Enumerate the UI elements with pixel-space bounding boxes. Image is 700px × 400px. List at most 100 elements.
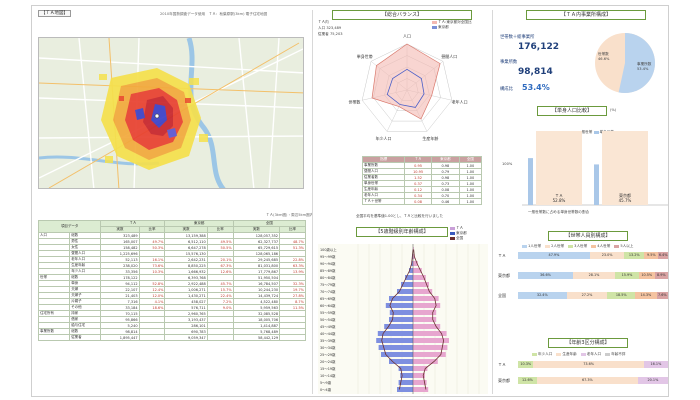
pyramid-bar-male <box>377 331 413 336</box>
bar-segment: 16.1% <box>643 361 668 368</box>
pie-slice-label: 世帯数 <box>598 52 609 56</box>
pyramid-age-label: 90〜94歳 <box>320 261 336 266</box>
legend-label: 3人世帯 <box>574 244 588 248</box>
legend-swatch <box>556 352 562 356</box>
radar-series-tokyo <box>386 68 425 108</box>
pyramid-age-label: 50〜54歳 <box>320 317 336 322</box>
bar-segment: 27.2% <box>566 292 608 299</box>
bar-segment: 47.9% <box>518 252 590 259</box>
table-cell-value: 9,059,347 <box>164 334 208 341</box>
single-bar-total <box>602 131 648 205</box>
pyramid-bar-female <box>413 254 415 259</box>
table-row: 事業所数 総数 98,814 690,783 5,768,489 <box>38 328 306 335</box>
pyramid-bar-female <box>413 352 446 357</box>
legend-label: 2人世帯 <box>551 244 565 248</box>
map-canvas <box>39 38 303 188</box>
pyramid-age-label: 80〜84歳 <box>320 275 336 280</box>
pyramid-bar-male <box>397 387 413 392</box>
balance-legend-note: ＴＡ:東京都対全国比 <box>438 20 472 24</box>
bar-segment: 10.5% <box>638 272 655 279</box>
pyramid-bar-male <box>401 282 413 287</box>
pyramid-bar-male <box>398 366 413 371</box>
bar-segment: 9.5% <box>644 252 659 259</box>
bar-segment: 36.6% <box>518 272 573 279</box>
households-label: 世帯数＋総事業所 <box>500 35 535 40</box>
biz-count-value: 98,814 <box>518 67 553 77</box>
balance-table: 指標 ＴＡ 東京都 全国 事業所数 0.95 0.98 1.00 昼間人口 10.95 0.79 1.… <box>361 156 483 205</box>
pyramid-age-label: 35〜39歳 <box>320 338 336 343</box>
balance-panel-title: 【総合バランス】 <box>332 10 472 20</box>
pyramid-bar-male <box>378 345 413 350</box>
radar-axis-label: 老年人口 <box>452 99 468 105</box>
pyramid-age-label: 45〜49歳 <box>320 324 336 329</box>
radar-axis-label: 人口 <box>403 34 411 39</box>
legend-swatch <box>593 130 599 134</box>
pyramid-legend-tokyo: 東京都 <box>456 231 467 235</box>
balance-table-cell: ＴＡ＋世帯 <box>361 198 406 205</box>
pyramid-bar-female <box>413 261 418 266</box>
age-pyramid-chart: 100歳以上 95〜99歳 90〜94歳 85〜89歳 80〜84歳 75〜79歳 70〜7… <box>318 244 488 394</box>
pyramid-age-label: 5〜9歳 <box>320 380 332 385</box>
pyramid-bar-female <box>413 247 414 252</box>
bar-row-label: 東京都 <box>498 378 510 383</box>
balance-pop-value: 323,489 <box>326 26 342 30</box>
data-table: 項目データ ＴＡ 東京都 全国 実数 比率 実数 比率 実数 比率 人口 総数 32… <box>38 220 306 341</box>
pyramid-age-label: 20〜24歳 <box>320 359 336 364</box>
map-panel-title: 【ＴＡ地図】 <box>38 10 71 17</box>
legend-label: 1人世帯 <box>528 244 542 248</box>
single-bar-value <box>528 158 533 205</box>
bar-row-label: 東京都 <box>498 273 510 278</box>
pyramid-age-label: 15〜19歳 <box>320 366 336 371</box>
legend-swatch <box>450 231 455 235</box>
bar-segment: 67.3% <box>536 377 638 384</box>
table-row: その他 33,184 18.6% 576,711 9.0% 5,959,563 11.5% <box>38 304 306 311</box>
table-row: 男性 165,007 49.7% 6,512,110 49.5% 62,327,737 48… <box>38 238 306 245</box>
balance-biz-value: 75,203 <box>329 32 343 36</box>
balance-legend-tokyo: 東京都 <box>438 25 449 29</box>
pyramid-bar-female <box>413 303 441 308</box>
pyramid-age-label: 70〜74歳 <box>320 289 336 294</box>
table-cell-category <box>38 334 71 341</box>
household-panel-title: 【世帯人員別構成】 <box>548 231 628 241</box>
pyramid-bar-male <box>389 296 413 301</box>
pyramid-bar-female <box>413 331 447 336</box>
legend-swatch <box>614 244 620 248</box>
household-bar-chart: ＴＡ 47.9% 23.0% 13.2% 9.5% 6.4% 東京都 36.6% 28.1% 15… <box>498 252 668 322</box>
pyramid-bar-male <box>384 324 413 329</box>
pyramid-bar-female <box>413 310 437 315</box>
business-pie-chart <box>595 33 655 93</box>
pyramid-age-label: 30〜34歳 <box>320 345 336 350</box>
trade-area-map[interactable] <box>38 37 304 189</box>
table-cell-value <box>206 334 234 341</box>
age-comp-legend: 年少人口 生産年齢 老年人口 年齢不詳 <box>532 352 630 357</box>
pyramid-age-label: 40〜44歳 <box>320 331 336 336</box>
pyramid-bar-female <box>413 282 429 287</box>
single-bar-label: ＴＡ <box>555 193 563 198</box>
balance-table-row: ＴＡ＋世帯 0.08 0.46 1.00 <box>361 198 483 205</box>
pyramid-bar-male <box>376 338 413 343</box>
pyramid-bar-female <box>413 359 438 364</box>
balance-table-note: 全国平均を基準値1.00とし、ＴＡと比較を行いました <box>356 214 444 218</box>
radar-axis-label: 単身世帯 <box>357 53 373 59</box>
pyramid-bar-male <box>411 261 413 266</box>
legend-swatch <box>522 244 527 248</box>
table-cell-value: 1,895,447 <box>100 334 140 341</box>
pyramid-bar-female <box>413 296 439 301</box>
bar-segment: 18.5% <box>607 292 636 299</box>
legend-swatch <box>432 25 437 29</box>
bar-row-label: ＴＡ <box>498 362 506 367</box>
column-divider <box>312 10 313 394</box>
pyramid-bar-male <box>400 373 413 378</box>
age-comp-panel-title: 【年齢3区分構成】 <box>548 338 628 348</box>
pyramid-bar-male <box>397 289 413 294</box>
table-row: 年少人口 33,356 10.3% 1,666,932 12.6% 17,779,867 1… <box>38 268 306 275</box>
pyramid-bar-female <box>413 387 429 392</box>
pyramid-line-nation-female <box>413 249 445 390</box>
table-row: 片親子 7,316 4.1% 458,027 7.2% 4,522,480 8.7% <box>38 298 306 305</box>
bar-row-label: ＴＡ <box>498 253 506 258</box>
data-table-wrap: 項目データ ＴＡ 東京都 全国 実数 比率 実数 比率 実数 比率 人口 総数 32… <box>38 220 306 394</box>
column-divider <box>492 10 493 394</box>
pyramid-age-label: 55〜59歳 <box>320 310 336 315</box>
